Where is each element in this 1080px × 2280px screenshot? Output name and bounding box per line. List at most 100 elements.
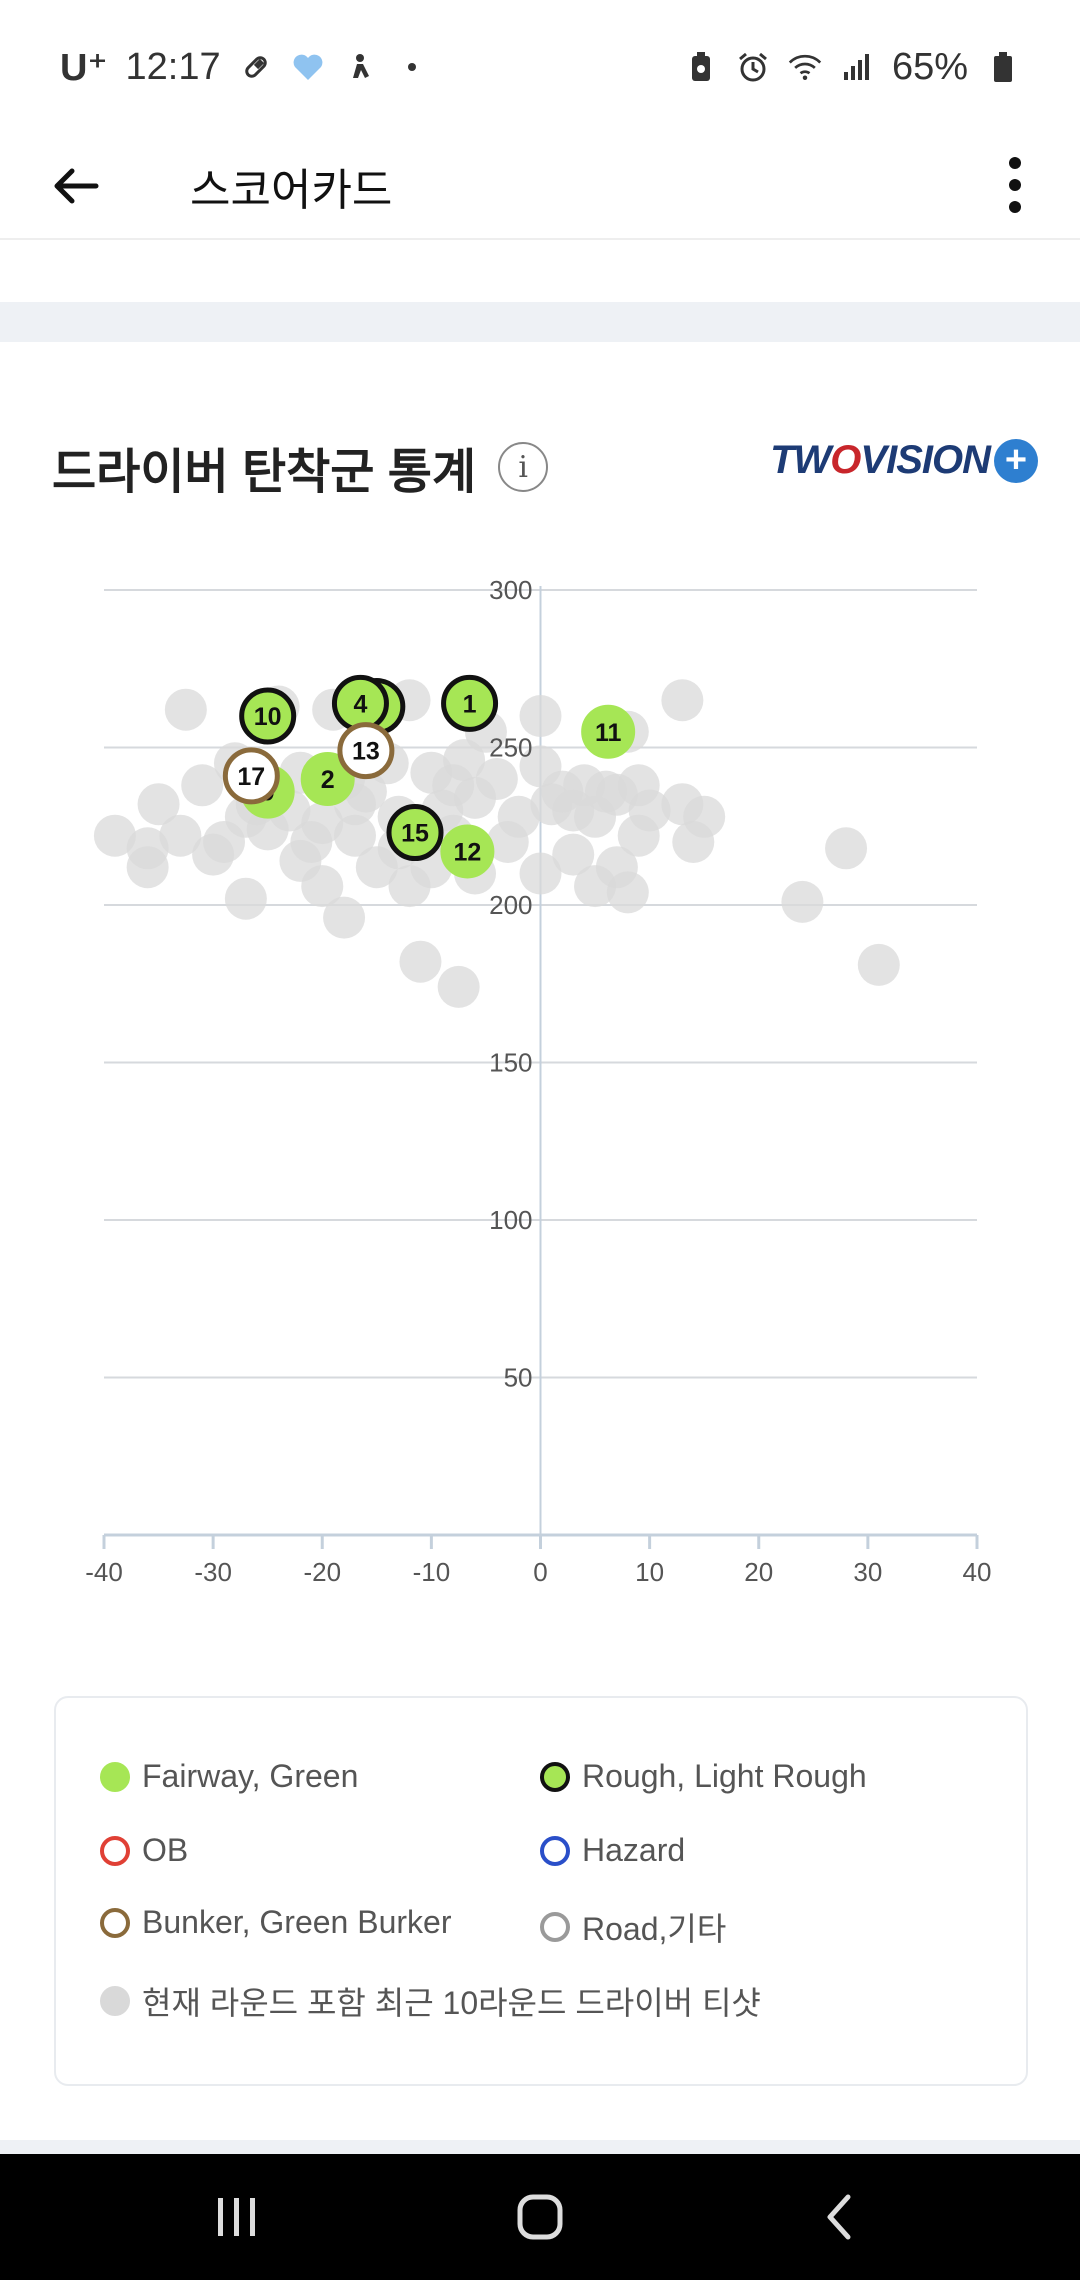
history-shot	[519, 695, 562, 737]
round-shot	[441, 674, 499, 732]
history-shot	[192, 833, 235, 876]
legend-dot-fairway	[100, 1761, 130, 1792]
legend-label-ob: OB	[142, 1832, 189, 1868]
logo-plus-icon: +	[994, 438, 1038, 483]
legend-dot-rough	[540, 1761, 570, 1792]
history-shot	[181, 764, 224, 807]
battery-percent: 65%	[891, 45, 968, 88]
legend-item-history: 현재 라운드 포함 최근 10라운드 드라이버 티샷	[100, 1978, 761, 2024]
signal-icon	[840, 50, 874, 84]
history-shot	[541, 770, 584, 813]
round-shot	[337, 722, 395, 780]
history-shot	[486, 821, 529, 863]
legend-label-history: 현재 라운드 포함 최근 10라운드 드라이버 티샷	[142, 1985, 761, 2021]
history-shots	[93, 679, 900, 1008]
dot-icon	[395, 50, 429, 84]
round-shots: 12349101112131517	[222, 674, 636, 879]
battery-saver-icon	[684, 50, 718, 84]
round-shot	[440, 824, 495, 879]
history-shot	[323, 896, 366, 939]
history-shot	[857, 943, 900, 986]
status-left: U⁺ 12:17	[60, 45, 429, 90]
chart-axes: -40 -30 -20 -10 0 10 20 30 40 300 250 200 150 100 50	[85, 575, 991, 1587]
x-tick-label: -40	[85, 1557, 123, 1587]
battery-icon	[986, 50, 1020, 84]
round-shot-label: 11	[595, 719, 622, 747]
alarm-icon	[736, 50, 770, 84]
round-shot-label: 2	[321, 766, 335, 794]
legend-label-rough: Rough, Light Rough	[582, 1758, 867, 1794]
legend-item-fairway: Fairway, Green	[100, 1758, 358, 1795]
status-bar: U⁺ 12:17 65%	[0, 0, 1080, 134]
legend-label-road: Road,기타	[582, 1911, 727, 1947]
legend-item-hazard: Hazard	[540, 1832, 685, 1869]
legend-dot-history	[100, 1986, 130, 2016]
legend-dot-bunker	[100, 1907, 130, 1938]
history-shot	[781, 880, 824, 923]
history-shot	[126, 846, 169, 889]
history-shot	[606, 871, 649, 914]
logo-wordmark: TWOVISION	[770, 438, 991, 483]
back-arrow-icon[interactable]	[44, 154, 108, 218]
history-shot	[437, 965, 480, 1008]
history-shot	[825, 827, 868, 870]
x-tick-label: -10	[413, 1557, 451, 1587]
legend-dot-road	[540, 1912, 570, 1942]
round-shot-label: 12	[453, 838, 481, 866]
history-shot	[388, 865, 431, 908]
legend-label-hazard: Hazard	[582, 1832, 686, 1868]
round-shot	[239, 687, 297, 745]
wifi-icon	[788, 50, 822, 84]
history-shot	[432, 764, 475, 807]
x-tick-label: 10	[635, 1557, 664, 1587]
info-icon[interactable]: i	[498, 442, 549, 492]
section-divider	[0, 302, 1080, 342]
legend-dot-hazard	[540, 1835, 570, 1866]
y-tick-label: 250	[489, 733, 532, 763]
logo-text-post: VISION	[860, 438, 991, 482]
history-shot	[574, 865, 617, 908]
round-shot	[300, 752, 355, 806]
history-shot	[399, 940, 442, 983]
x-tick-label: 0	[533, 1557, 547, 1587]
x-tick-label: 20	[744, 1557, 773, 1587]
y-tick-label: 300	[489, 575, 532, 605]
legend-label-fairway: Fairway, Green	[142, 1758, 359, 1794]
section-header: 드라이버 탄착군 통계 i	[52, 432, 549, 502]
back-chevron-icon[interactable]	[805, 2182, 875, 2252]
more-vertical-icon[interactable]	[990, 152, 1040, 218]
clock: 12:17	[125, 45, 221, 88]
bottom-divider	[0, 2140, 1080, 2154]
history-shot	[159, 814, 202, 857]
legend-item-bunker: Bunker, Green Burker	[100, 1904, 451, 1941]
round-shot	[222, 747, 280, 805]
round-shot-label: 10	[254, 703, 282, 731]
legend-item-ob: OB	[100, 1832, 188, 1869]
system-nav-bar	[0, 2154, 1080, 2280]
y-tick-label: 100	[489, 1205, 532, 1235]
history-shot	[552, 833, 595, 876]
figure-icon	[343, 50, 377, 84]
round-shot	[581, 704, 636, 759]
round-shot	[386, 804, 444, 862]
recents-icon[interactable]	[202, 2182, 272, 2252]
x-tick-label: 30	[853, 1557, 882, 1587]
y-tick-label: 150	[489, 1048, 532, 1078]
history-shot	[333, 814, 376, 857]
y-tick-label: 50	[504, 1363, 533, 1393]
twovision-logo: TWOVISION +	[770, 438, 1038, 483]
history-shot	[519, 852, 562, 895]
scatter-chart: 12349101112131517 -40-30-20-100102030403…	[85, 575, 991, 1587]
x-tick-label: 40	[963, 1557, 992, 1587]
page-title: 스코어카드	[190, 166, 393, 215]
history-shot	[137, 783, 180, 826]
history-shot	[355, 846, 398, 889]
home-icon[interactable]	[505, 2182, 575, 2252]
history-shot	[661, 679, 704, 722]
x-tick-label: -30	[194, 1557, 232, 1587]
legend-label-bunker: Bunker, Green Burker	[142, 1904, 452, 1940]
app-bar: 스코어카드	[0, 134, 1080, 240]
legend-dot-ob	[100, 1835, 130, 1866]
carrier-label: U⁺	[60, 46, 108, 89]
legend-box: Fairway, Green Rough, Light Rough OB Haz…	[54, 1696, 1028, 2086]
